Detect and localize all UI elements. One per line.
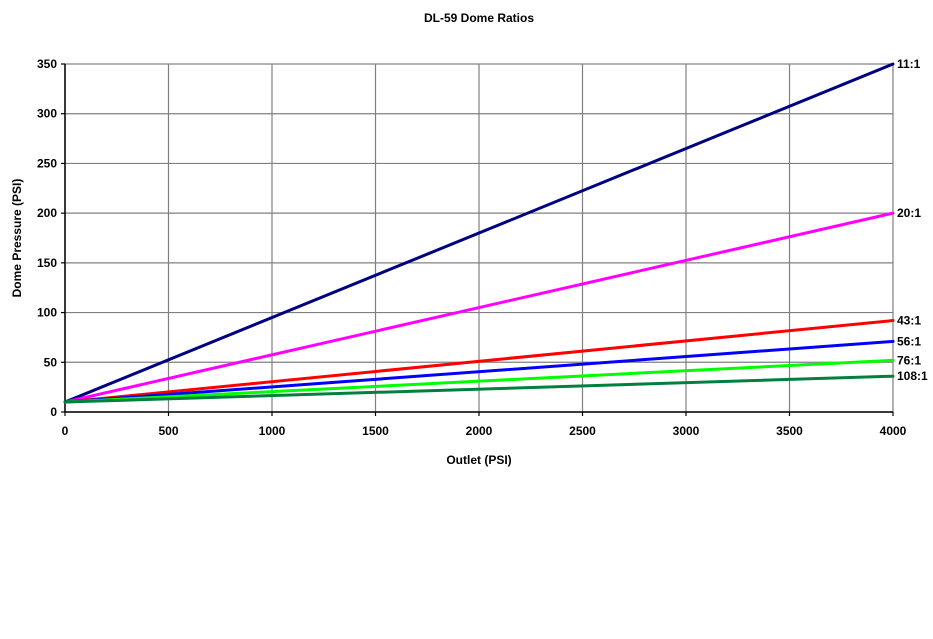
series-label: 11:1 xyxy=(897,57,921,71)
x-axis-label: Outlet (PSI) xyxy=(446,453,511,467)
x-tick-label: 4000 xyxy=(880,424,907,438)
series-label: 56:1 xyxy=(897,334,921,348)
series-line xyxy=(63,374,895,404)
x-tick-label: 500 xyxy=(158,424,178,438)
x-tick-label: 2500 xyxy=(569,424,596,438)
series-line xyxy=(63,319,895,404)
series-label: 20:1 xyxy=(897,206,921,220)
series-label: 43:1 xyxy=(897,314,921,328)
y-tick-label: 300 xyxy=(37,107,57,121)
x-tick-label: 0 xyxy=(62,424,69,438)
x-ticks: 0 500 1000 1500 2000 2500 3000 3500 4000 xyxy=(62,412,907,438)
y-tick-label: 150 xyxy=(37,256,57,270)
x-tick-label: 1000 xyxy=(259,424,286,438)
series-line xyxy=(63,358,895,404)
series-label: 108:1 xyxy=(897,369,928,383)
series-label: 76:1 xyxy=(897,353,921,367)
y-tick-label: 350 xyxy=(37,57,57,71)
y-tick-label: 250 xyxy=(37,156,57,170)
x-tick-label: 2000 xyxy=(466,424,493,438)
y-tick-label: 0 xyxy=(50,405,57,419)
chart-title: DL-59 Dome Ratios xyxy=(424,11,534,25)
y-ticks: 0 50 100 150 200 250 300 350 xyxy=(37,57,65,419)
series-line xyxy=(63,62,895,404)
series-labels: 11:1 20:1 43:1 56:1 76:1 108:1 xyxy=(897,57,928,383)
x-tick-label: 3500 xyxy=(776,424,803,438)
series-group xyxy=(63,62,895,404)
grid xyxy=(65,64,893,412)
x-tick-label: 3000 xyxy=(673,424,700,438)
y-tick-label: 100 xyxy=(37,306,57,320)
y-tick-label: 50 xyxy=(44,355,58,369)
x-tick-label: 1500 xyxy=(362,424,389,438)
series-line xyxy=(63,339,895,404)
series-line xyxy=(63,211,895,404)
y-axis-label: Dome Pressure (PSI) xyxy=(10,179,24,298)
y-tick-label: 200 xyxy=(37,206,57,220)
